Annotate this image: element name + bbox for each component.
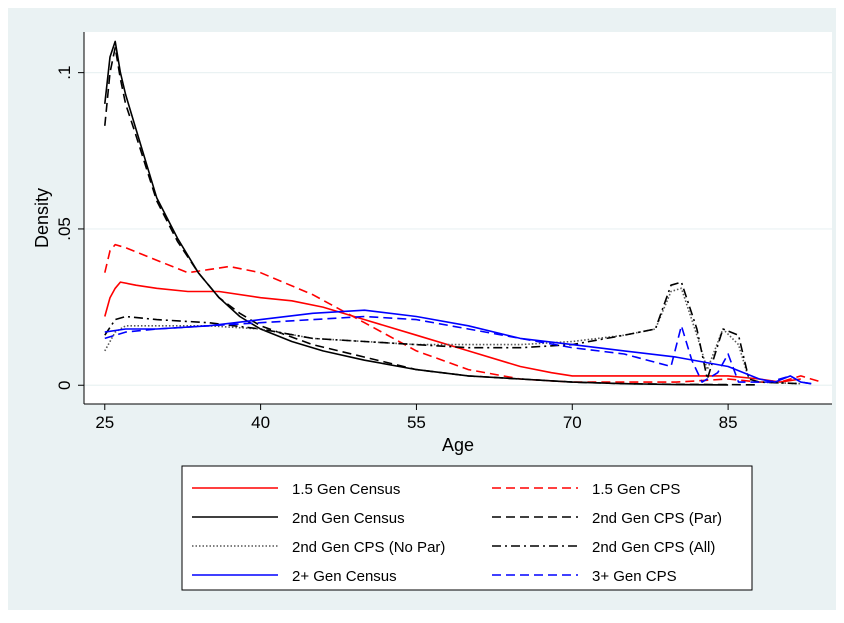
legend-label-7: 2+ Gen Census	[292, 568, 397, 585]
legend-label-5: 2nd Gen CPS (No Par)	[292, 539, 445, 556]
series-lines	[104, 40, 822, 386]
legend-label-4: 2nd Gen CPS (Par)	[592, 510, 722, 527]
y-tick-label: 0	[55, 381, 74, 390]
axes: 0 .05 .1 25 40 55 70 85	[55, 32, 832, 432]
series-line-8	[104, 315, 812, 385]
x-tick-label: 55	[407, 413, 426, 432]
legend: 1.5 Gen Census 1.5 Gen CPS 2nd Gen Census 2…	[181, 465, 753, 591]
y-tick-label: .1	[55, 66, 74, 80]
series-line-2	[104, 243, 822, 383]
legend-label-8: 3+ Gen CPS	[592, 568, 677, 585]
series-line-4	[104, 46, 760, 386]
x-tick-label: 70	[563, 413, 582, 432]
x-tick-label: 40	[251, 413, 270, 432]
legend-label-3: 2nd Gen Census	[292, 510, 405, 527]
plot-area	[84, 32, 832, 404]
y-axis-label: Density	[32, 188, 52, 248]
legend-label-6: 2nd Gen CPS (All)	[592, 539, 715, 556]
legend-label-2: 1.5 Gen CPS	[592, 481, 680, 498]
legend-box	[181, 465, 753, 591]
x-tick-label: 85	[719, 413, 738, 432]
y-tick-label: .05	[55, 217, 74, 241]
x-axis-label: Age	[442, 435, 474, 455]
legend-label-1: 1.5 Gen Census	[292, 481, 400, 498]
series-line-1	[104, 281, 801, 383]
x-tick-label: 25	[95, 413, 114, 432]
series-line-5	[104, 287, 801, 385]
